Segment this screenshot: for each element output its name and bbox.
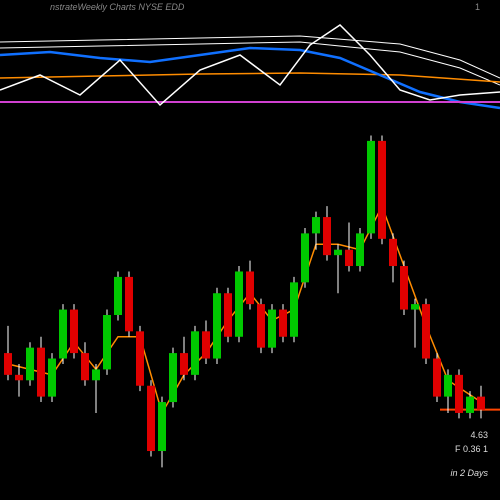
chart-header: nstrateWeekly Charts NYSE EDD 1 [0,2,500,16]
time-info: in 2 Days [450,468,488,478]
chart-container: nstrateWeekly Charts NYSE EDD 1 4.63 F 0… [0,0,500,500]
indicator-value: F 0.36 1 [455,444,488,454]
candlestick-chart[interactable] [0,0,500,500]
chart-timeframe: 1 [475,2,480,12]
price-value: 4.63 [470,430,488,440]
chart-title: nstrateWeekly Charts NYSE EDD [50,2,184,12]
